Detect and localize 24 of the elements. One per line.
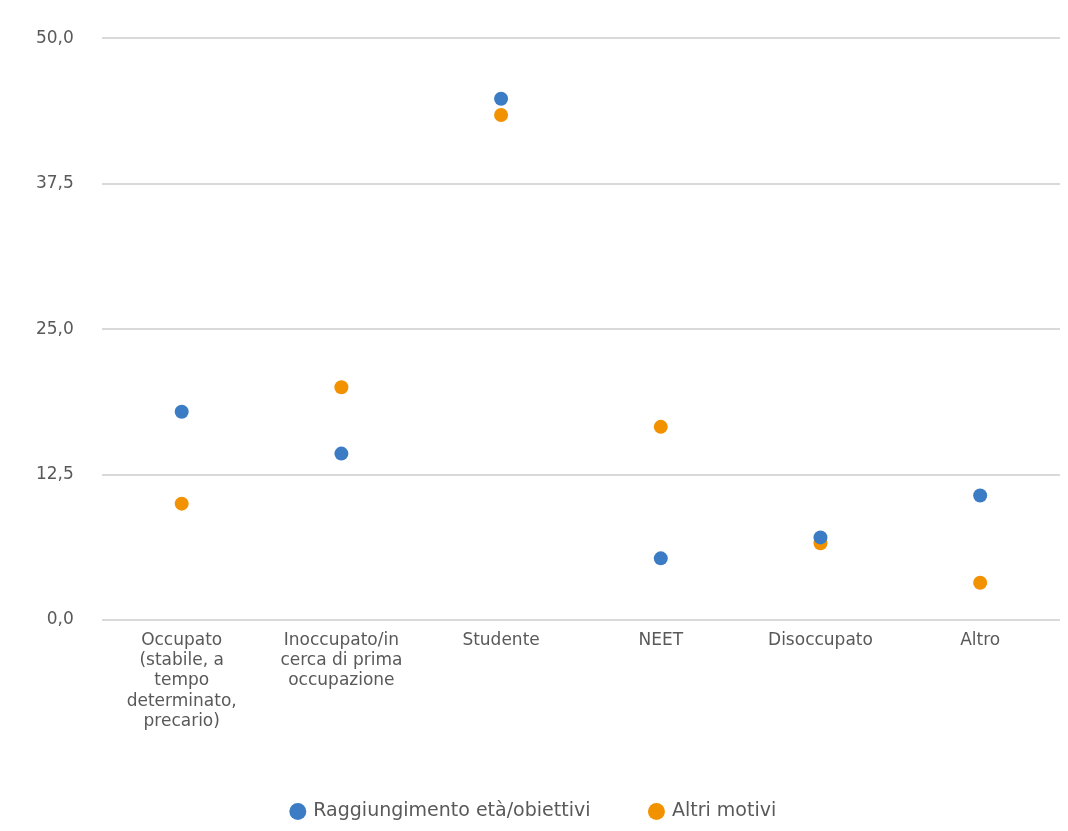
x-tick-label: Altro (960, 628, 1001, 649)
point (494, 108, 509, 122)
y-tick-label: 0,0 (46, 608, 74, 629)
point (653, 419, 668, 434)
legend-label: Raggiungimento età/obiettivi (313, 798, 591, 821)
y-tick-label: 50,0 (35, 26, 74, 47)
y-tick-label: 37,5 (35, 172, 74, 193)
point (334, 380, 349, 395)
y-tick-label: 12,5 (35, 462, 74, 483)
point (334, 446, 349, 461)
x-tick-label: Occupato (stabile, a tempo determinato, precario) (126, 628, 237, 731)
x-tick-label: NEET (638, 628, 684, 649)
point (174, 496, 189, 511)
point (494, 91, 509, 106)
point (174, 404, 189, 419)
point (813, 530, 828, 545)
point (973, 575, 988, 590)
y-tick-label: 25,0 (35, 317, 74, 338)
legend-label: Altri motivi (671, 798, 777, 821)
x-tick-label: Disoccupato (768, 628, 873, 649)
point (653, 551, 668, 566)
x-tick-label: Studente (462, 628, 540, 649)
point (973, 488, 988, 503)
x-tick-label: Inoccupato/in cerca di prima occupazione (280, 628, 403, 690)
